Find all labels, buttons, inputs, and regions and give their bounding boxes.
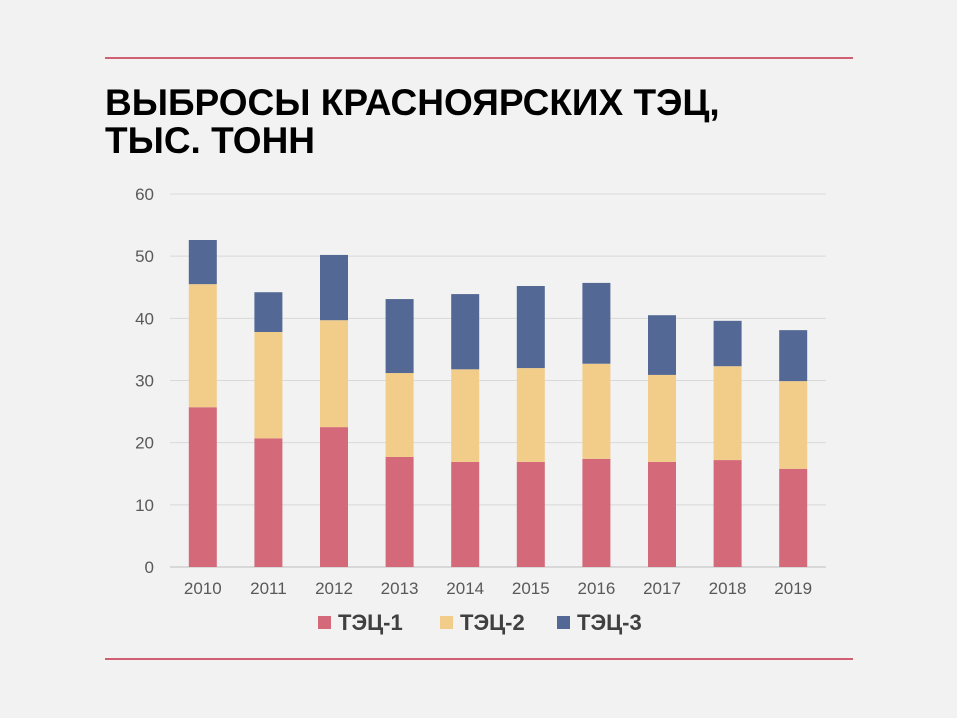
bar-segment bbox=[320, 427, 348, 567]
legend-label: ТЭЦ-3 bbox=[577, 610, 642, 635]
bar-segment bbox=[582, 363, 611, 459]
y-tick-label: 20 bbox=[135, 434, 154, 453]
legend-label: ТЭЦ-2 bbox=[460, 610, 525, 635]
bar-segment bbox=[713, 366, 742, 461]
legend-swatch bbox=[557, 616, 570, 629]
x-tick-label: 2010 bbox=[184, 579, 222, 598]
bar-segment bbox=[451, 369, 480, 462]
bar-segment bbox=[385, 456, 414, 567]
y-tick-label: 30 bbox=[135, 372, 154, 391]
y-tick-label: 60 bbox=[135, 185, 154, 204]
x-tick-label: 2012 bbox=[315, 579, 353, 598]
bar-segment bbox=[516, 368, 545, 462]
bar-segment bbox=[188, 240, 217, 285]
x-tick-label: 2019 bbox=[774, 579, 812, 598]
legend-label: ТЭЦ-1 bbox=[338, 610, 403, 635]
bar-segment bbox=[582, 458, 611, 567]
bar-segment bbox=[779, 330, 808, 382]
bar-segment bbox=[254, 332, 283, 439]
x-tick-label: 2016 bbox=[577, 579, 615, 598]
x-tick-label: 2013 bbox=[381, 579, 419, 598]
x-tick-label: 2017 bbox=[643, 579, 681, 598]
legend-swatch bbox=[440, 616, 453, 629]
bottom-rule bbox=[105, 658, 853, 660]
y-tick-label: 50 bbox=[135, 247, 154, 266]
x-tick-label: 2014 bbox=[446, 579, 484, 598]
y-tick-label: 10 bbox=[135, 496, 154, 515]
bar-segment bbox=[188, 284, 217, 408]
bar-segment bbox=[385, 373, 414, 457]
bar-segment bbox=[254, 292, 283, 333]
bar-segment bbox=[188, 407, 217, 567]
bar-segment bbox=[779, 381, 808, 469]
bar-segment bbox=[385, 299, 414, 374]
bar-segment bbox=[648, 461, 676, 567]
legend-swatch bbox=[318, 616, 331, 629]
chart-title: ВЫБРОСЫ КРАСНОЯРСКИХ ТЭЦ, ТЫС. ТОНН bbox=[105, 84, 720, 160]
top-rule bbox=[105, 57, 853, 59]
bar-segment bbox=[516, 461, 545, 567]
x-tick-label: 2018 bbox=[709, 579, 747, 598]
bar-segment bbox=[451, 461, 480, 567]
bar-segment bbox=[582, 282, 611, 364]
y-tick-label: 0 bbox=[145, 558, 154, 577]
bar-segment bbox=[254, 438, 283, 567]
bar-segment bbox=[779, 468, 808, 567]
bar-segment bbox=[320, 254, 348, 321]
y-tick-label: 40 bbox=[135, 309, 154, 328]
bar-segment bbox=[713, 320, 742, 367]
bar-segment bbox=[648, 374, 676, 462]
title-line-1: ВЫБРОСЫ КРАСНОЯРСКИХ ТЭЦ, bbox=[105, 82, 720, 123]
bar-segment bbox=[713, 460, 742, 567]
x-tick-label: 2015 bbox=[512, 579, 550, 598]
bar-segment bbox=[451, 294, 480, 370]
bar-segment bbox=[320, 320, 348, 428]
bar-segment bbox=[648, 315, 676, 375]
title-line-2: ТЫС. ТОНН bbox=[105, 120, 316, 161]
bar-segment bbox=[516, 286, 545, 369]
x-tick-label: 2011 bbox=[250, 579, 287, 598]
